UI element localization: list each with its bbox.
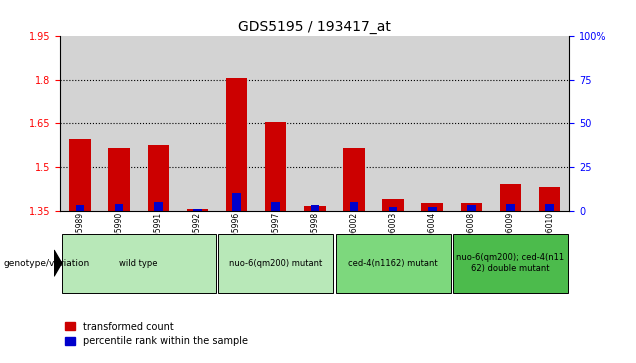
FancyBboxPatch shape [62, 234, 216, 293]
Bar [335, 36, 373, 211]
Bar [256, 36, 295, 211]
Bar [373, 36, 413, 211]
Bar [310, 205, 319, 211]
Bar [428, 207, 436, 211]
Bar [108, 148, 130, 211]
Bar [506, 204, 515, 211]
FancyBboxPatch shape [218, 234, 333, 293]
Bar [226, 78, 247, 211]
Bar [304, 206, 326, 211]
Bar [500, 184, 522, 211]
Bar [413, 36, 452, 211]
Text: nuo-6(qm200); ced-4(n11
62) double mutant: nuo-6(qm200); ced-4(n11 62) double mutan… [457, 253, 565, 273]
Bar [382, 199, 404, 211]
Bar [76, 205, 85, 211]
Bar [139, 36, 178, 211]
Bar [452, 36, 491, 211]
Bar [350, 202, 358, 211]
Text: genotype/variation: genotype/variation [3, 259, 90, 268]
Bar [343, 148, 364, 211]
Bar [178, 36, 217, 211]
Text: ced-4(n1162) mutant: ced-4(n1162) mutant [349, 259, 438, 268]
Bar [295, 36, 335, 211]
Text: nuo-6(qm200) mutant: nuo-6(qm200) mutant [229, 259, 322, 268]
Bar [422, 203, 443, 211]
Bar [460, 203, 482, 211]
Title: GDS5195 / 193417_at: GDS5195 / 193417_at [238, 20, 391, 34]
Bar [115, 204, 123, 211]
Bar [491, 36, 530, 211]
Bar [389, 207, 398, 211]
Bar [193, 209, 202, 211]
FancyBboxPatch shape [336, 234, 451, 293]
Legend: transformed count, percentile rank within the sample: transformed count, percentile rank withi… [66, 322, 248, 346]
Text: wild type: wild type [120, 259, 158, 268]
Bar [530, 36, 569, 211]
Bar [545, 204, 554, 211]
Bar [272, 202, 280, 211]
Bar [148, 145, 169, 211]
Polygon shape [54, 250, 62, 276]
Bar [232, 193, 241, 211]
Bar [60, 36, 100, 211]
Bar [69, 139, 91, 211]
Bar [100, 36, 139, 211]
Bar [265, 122, 286, 211]
Bar [186, 209, 208, 211]
Bar [539, 187, 560, 211]
FancyBboxPatch shape [453, 234, 568, 293]
Bar [467, 205, 476, 211]
Bar [154, 202, 163, 211]
Bar [217, 36, 256, 211]
